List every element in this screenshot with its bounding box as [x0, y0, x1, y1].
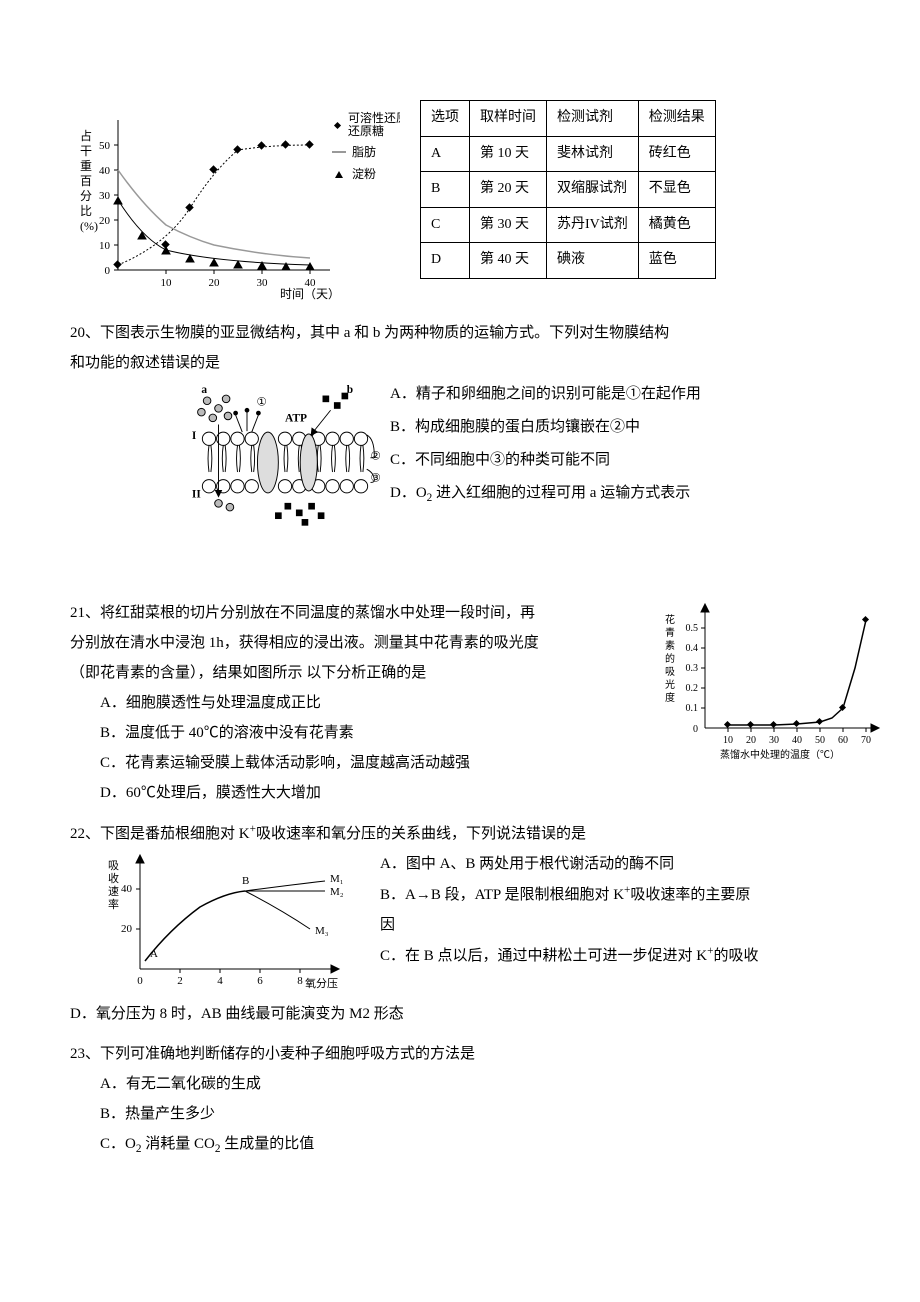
svg-text:(%): (%)	[80, 219, 98, 233]
svg-text:重: 重	[80, 159, 92, 173]
svg-text:0: 0	[137, 975, 143, 987]
svg-text:素: 素	[665, 639, 675, 652]
svg-text:A: A	[150, 948, 158, 960]
svg-text:B: B	[242, 875, 249, 887]
q21-chart: 0 0.1 0.2 0.3 0.4 0.5 10 20 30 40 50 60 70 蒸馏水中处理的温…	[660, 598, 890, 779]
svg-text:II: II	[192, 489, 201, 501]
q23-optC: C．O2 消耗量 CO2 生成量的比值	[70, 1129, 850, 1161]
svg-text:ATP: ATP	[285, 413, 307, 425]
svg-text:可溶性还原糖: 可溶性还原糖	[348, 110, 400, 125]
q23: 23、下列可准确地判断储存的小麦种子细胞呼吸方式的方法是 A．有无二氧化碳的生成…	[70, 1039, 850, 1161]
svg-text:干: 干	[80, 144, 92, 158]
svg-text:花: 花	[665, 613, 675, 626]
svg-text:①: ①	[257, 397, 267, 409]
svg-text:10: 10	[723, 735, 733, 746]
svg-text:速: 速	[108, 885, 119, 898]
svg-text:淀粉: 淀粉	[352, 167, 376, 181]
svg-text:M₂: M₂	[330, 886, 344, 898]
svg-text:0.1: 0.1	[686, 703, 699, 714]
q21: 00.10.20.30.40.5 10203040506070 蒸馏水中处理的温…	[70, 598, 850, 808]
q22-options: A．图中 A、B 两处用于根代谢活动的酶不同 B．A→B 段，ATP 是限制根细…	[380, 849, 850, 971]
svg-text:I: I	[192, 430, 197, 442]
q20-stem1: 20、下图表示生物膜的亚显微结构，其中 a 和 b 为两种物质的运输方式。下列对…	[70, 318, 850, 348]
svg-text:0.2: 0.2	[686, 683, 699, 694]
svg-text:40: 40	[121, 883, 133, 895]
q21-optD: D．60℃处理后，膜透性大大增加	[70, 778, 850, 808]
svg-text:还原糖: 还原糖	[348, 123, 384, 138]
q19-xlabel: 时间（天）	[280, 287, 340, 300]
q20-stem2: 和功能的叙述错误的是	[70, 348, 850, 378]
q20-optB: B．构成细胞膜的蛋白质均镶嵌在②中	[390, 411, 850, 444]
svg-text:20: 20	[746, 735, 756, 746]
q19-line-chart: 01020 304050 1020 3040	[70, 100, 400, 300]
q20-optD: D．O2 进入红细胞的过程可用 a 运输方式表示	[390, 477, 850, 511]
q20-membrane-diagram: a b ① ATP ② ③ I II	[190, 378, 390, 539]
svg-text:b: b	[347, 384, 353, 396]
svg-text:0: 0	[693, 724, 698, 735]
q23-stem: 23、下列可准确地判断储存的小麦种子细胞呼吸方式的方法是	[70, 1039, 850, 1069]
q20-options: A．精子和卵细胞之间的识别可能是①在起作用 B．构成细胞膜的蛋白质均镶嵌在②中 …	[390, 378, 850, 511]
svg-text:2: 2	[177, 975, 183, 987]
svg-text:光: 光	[665, 678, 675, 691]
q20-optA: A．精子和卵细胞之间的识别可能是①在起作用	[390, 378, 850, 411]
th-reagent: 检测试剂	[547, 101, 639, 137]
q23-optB: B．热量产生多少	[70, 1099, 850, 1129]
svg-text:分: 分	[80, 189, 92, 203]
svg-text:4: 4	[217, 975, 223, 987]
svg-text:40: 40	[792, 735, 802, 746]
q22-optB: B．A→B 段，ATP 是限制根细胞对 K+吸收速率的主要原	[380, 879, 850, 910]
svg-text:20: 20	[121, 923, 133, 935]
q22-optB2: 因	[380, 910, 850, 940]
q20-optC: C．不同细胞中③的种类可能不同	[390, 444, 850, 477]
svg-text:的: 的	[665, 652, 675, 665]
svg-text:50: 50	[99, 140, 111, 152]
svg-text:a: a	[201, 384, 207, 396]
svg-text:收: 收	[108, 871, 119, 885]
svg-text:6: 6	[257, 975, 263, 987]
q22-chart: 20 40 2 4 6 8 0 吸收速率 氧分压 A B M₁M₂ M₃	[100, 849, 360, 1010]
svg-text:0.4: 0.4	[686, 643, 699, 654]
q22-optC: C．在 B 点以后，通过中耕松土可进一步促进对 K+的吸收	[380, 940, 850, 971]
q22: 22、下图是番茄根细胞对 K+吸收速率和氧分压的关系曲线，下列说法错误的是 20…	[70, 818, 850, 1029]
svg-text:70: 70	[861, 735, 871, 746]
q19-figure-row: 01020 304050 1020 3040	[70, 100, 850, 300]
svg-text:20: 20	[99, 215, 111, 227]
svg-text:氧分压: 氧分压	[305, 976, 338, 990]
th-result: 检测结果	[638, 101, 715, 137]
svg-text:30: 30	[257, 277, 269, 289]
th-time: 取样时间	[470, 101, 547, 137]
svg-text:20: 20	[209, 277, 221, 289]
svg-text:0.3: 0.3	[686, 663, 699, 674]
svg-text:0.5: 0.5	[686, 623, 699, 634]
svg-text:M₁: M₁	[330, 873, 344, 885]
svg-text:0: 0	[105, 265, 111, 277]
svg-text:50: 50	[815, 735, 825, 746]
svg-text:30: 30	[769, 735, 779, 746]
q20: 20、下图表示生物膜的亚显微结构，其中 a 和 b 为两种物质的运输方式。下列对…	[70, 318, 850, 538]
svg-text:吸: 吸	[665, 667, 675, 678]
svg-text:吸: 吸	[108, 860, 119, 872]
q22-stem: 22、下图是番茄根细胞对 K+吸收速率和氧分压的关系曲线，下列说法错误的是	[70, 818, 850, 849]
svg-text:8: 8	[297, 975, 303, 987]
svg-text:②: ②	[371, 451, 381, 463]
svg-text:30: 30	[99, 190, 111, 202]
svg-text:40: 40	[99, 165, 111, 177]
q19-table: 选项 取样时间 检测试剂 检测结果 A第 10 天斐林试剂砖红色 B第 20 天…	[420, 100, 716, 279]
q22-optA: A．图中 A、B 两处用于根代谢活动的酶不同	[380, 849, 850, 879]
svg-text:脂肪: 脂肪	[352, 144, 376, 159]
svg-text:百: 百	[80, 174, 92, 188]
svg-text:蒸馏水中处理的温度（℃）: 蒸馏水中处理的温度（℃）	[720, 748, 840, 761]
svg-text:度: 度	[665, 691, 675, 704]
svg-text:比: 比	[80, 204, 92, 218]
q19-ylabel: 占	[80, 128, 92, 143]
svg-text:60: 60	[838, 735, 848, 746]
svg-text:10: 10	[99, 240, 111, 252]
th-option: 选项	[421, 101, 470, 137]
svg-text:M₃: M₃	[315, 925, 329, 937]
svg-text:率: 率	[108, 897, 119, 911]
q23-optA: A．有无二氧化碳的生成	[70, 1069, 850, 1099]
svg-text:10: 10	[161, 277, 173, 289]
svg-text:青: 青	[665, 626, 675, 639]
